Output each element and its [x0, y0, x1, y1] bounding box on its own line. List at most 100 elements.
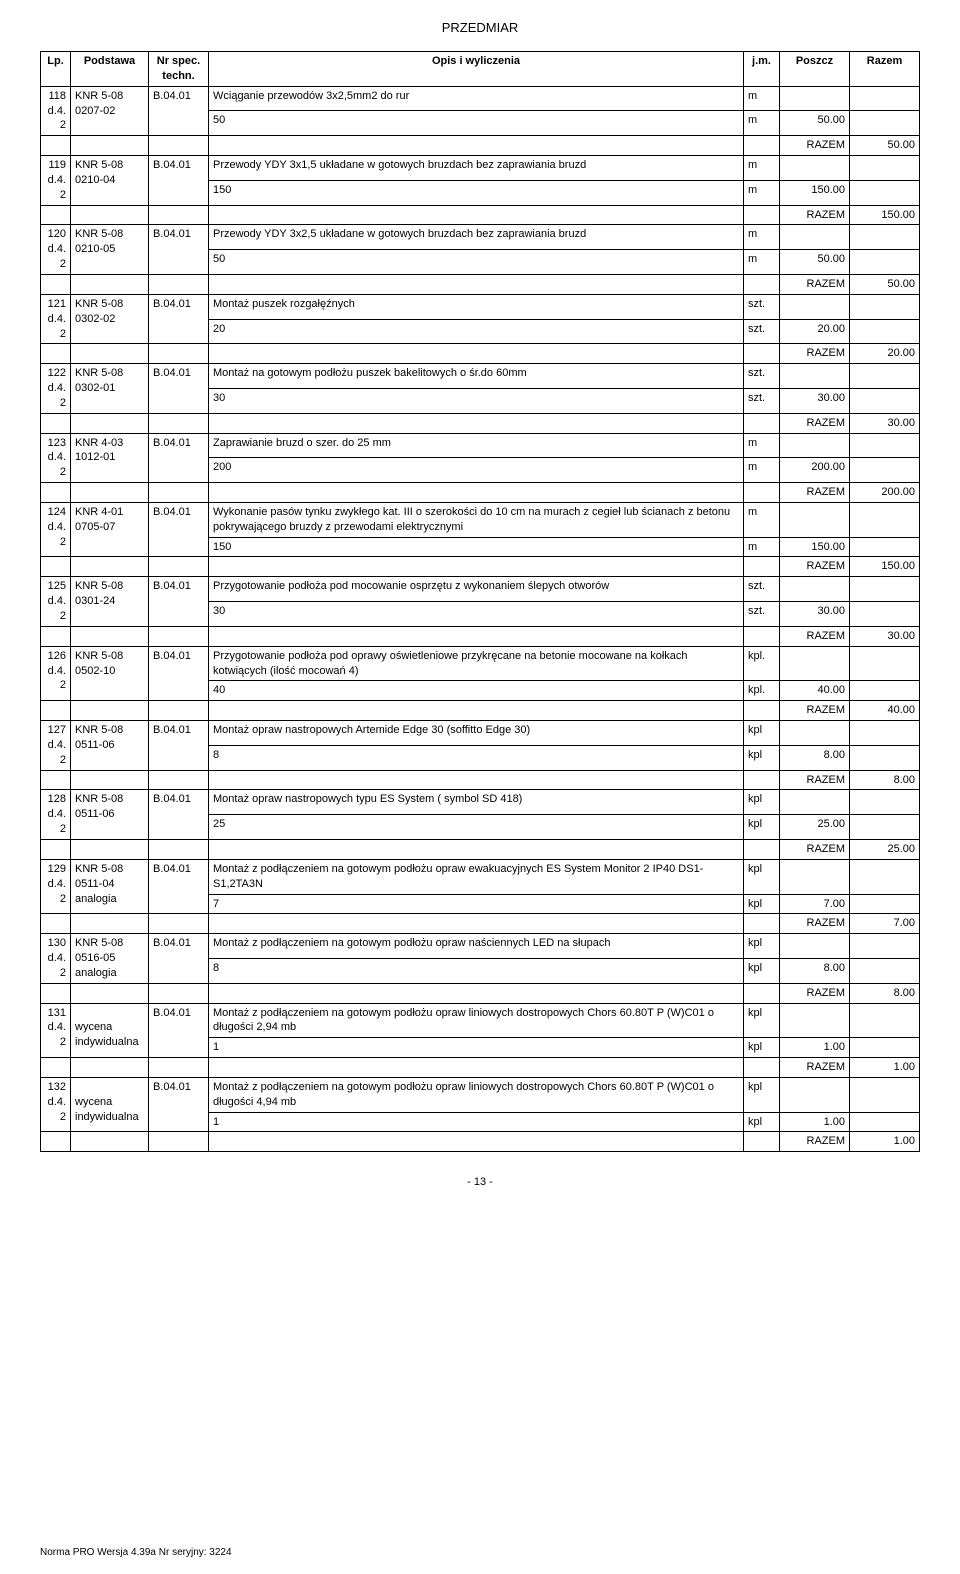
cell-jm: kpl — [744, 934, 780, 959]
cell-sub-poszcz: 25.00 — [780, 815, 850, 840]
cell-empty — [744, 1132, 780, 1152]
cell-poszcz — [780, 1077, 850, 1112]
cell-lp: 120d.4.2 — [41, 225, 71, 275]
cell-sub-jm: m — [744, 250, 780, 275]
cell-sub-razem — [850, 958, 920, 983]
cell-empty — [149, 344, 209, 364]
table-row: 132d.4.2wycena indywidualnaB.04.01Montaż… — [41, 1077, 920, 1112]
col-jm: j.m. — [744, 52, 780, 87]
cell-empty — [41, 1132, 71, 1152]
table-row: 130d.4.2KNR 5-080516-05analogiaB.04.01Mo… — [41, 934, 920, 959]
table-row-razem: RAZEM150.00 — [41, 205, 920, 225]
table-row: 125d.4.2KNR 5-080301-24B.04.01Przygotowa… — [41, 577, 920, 602]
table-row: 123d.4.2KNR 4-031012-01B.04.01Zaprawiani… — [41, 433, 920, 458]
cell-lp: 125d.4.2 — [41, 577, 71, 627]
cell-amount: 200 — [209, 458, 744, 483]
cell-amount: 20 — [209, 319, 744, 344]
cell-sub-jm: m — [744, 537, 780, 557]
table-row-razem: RAZEM7.00 — [41, 914, 920, 934]
table-row: 129d.4.2KNR 5-080511-04analogiaB.04.01Mo… — [41, 859, 920, 894]
cell-sub-razem — [850, 250, 920, 275]
cell-jm: kpl — [744, 721, 780, 746]
cell-empty — [209, 413, 744, 433]
cell-empty — [71, 983, 149, 1003]
cell-amount: 1 — [209, 1038, 744, 1058]
cell-podstawa: KNR 4-031012-01 — [71, 433, 149, 483]
razem-value: 1.00 — [850, 1058, 920, 1078]
cell-opis: Montaż z podłączeniem na gotowym podłożu… — [209, 934, 744, 959]
cell-amount: 30 — [209, 388, 744, 413]
razem-label: RAZEM — [780, 770, 850, 790]
cell-opis: Montaż opraw nastropowych Artemide Edge … — [209, 721, 744, 746]
cell-jm: kpl — [744, 790, 780, 815]
cell-empty — [209, 770, 744, 790]
cell-sub-jm: kpl — [744, 1038, 780, 1058]
cell-razem — [850, 1077, 920, 1112]
cell-lp: 118d.4.2 — [41, 86, 71, 136]
cell-empty — [71, 136, 149, 156]
razem-label: RAZEM — [780, 413, 850, 433]
cell-podstawa: KNR 5-080302-02 — [71, 294, 149, 344]
cell-amount: 7 — [209, 894, 744, 914]
table-row-razem: RAZEM1.00 — [41, 1132, 920, 1152]
cell-razem — [850, 646, 920, 681]
cell-empty — [149, 205, 209, 225]
cell-lp: 131d.4.2 — [41, 1003, 71, 1058]
cell-empty — [209, 344, 744, 364]
cell-amount: 8 — [209, 958, 744, 983]
cell-lp: 128d.4.2 — [41, 790, 71, 840]
cell-sub-razem — [850, 894, 920, 914]
razem-label: RAZEM — [780, 136, 850, 156]
cell-podstawa: KNR 5-080210-04 — [71, 156, 149, 206]
cell-opis: Montaż z podłączeniem na gotowym podłożu… — [209, 1077, 744, 1112]
cell-podstawa: KNR 5-080511-06 — [71, 721, 149, 771]
cell-razem — [850, 577, 920, 602]
cell-empty — [209, 483, 744, 503]
cell-lp: 126d.4.2 — [41, 646, 71, 701]
cell-poszcz — [780, 294, 850, 319]
table-row: 120d.4.2KNR 5-080210-05B.04.01Przewody Y… — [41, 225, 920, 250]
cell-sub-jm: m — [744, 458, 780, 483]
cell-jm: m — [744, 225, 780, 250]
cell-empty — [41, 274, 71, 294]
cell-empty — [149, 274, 209, 294]
table-row-razem: RAZEM25.00 — [41, 839, 920, 859]
cell-opis: Przewody YDY 3x2,5 układane w gotowych b… — [209, 225, 744, 250]
razem-value: 30.00 — [850, 626, 920, 646]
cell-empty — [744, 205, 780, 225]
cell-sub-razem — [850, 458, 920, 483]
cell-sub-poszcz: 1.00 — [780, 1112, 850, 1132]
cell-empty — [149, 770, 209, 790]
cell-nrspec: B.04.01 — [149, 790, 209, 840]
cell-amount: 40 — [209, 681, 744, 701]
cell-poszcz — [780, 859, 850, 894]
cell-poszcz — [780, 721, 850, 746]
table-row: 124d.4.2KNR 4-010705-07B.04.01Wykonanie … — [41, 502, 920, 537]
cell-nrspec: B.04.01 — [149, 86, 209, 136]
cell-empty — [209, 205, 744, 225]
cell-jm: szt. — [744, 577, 780, 602]
cell-jm: m — [744, 86, 780, 111]
cell-poszcz — [780, 364, 850, 389]
cell-podstawa: wycena indywidualna — [71, 1003, 149, 1058]
cell-empty — [744, 413, 780, 433]
razem-value: 20.00 — [850, 344, 920, 364]
cell-sub-poszcz: 30.00 — [780, 388, 850, 413]
cell-empty — [71, 557, 149, 577]
cell-empty — [71, 274, 149, 294]
cell-empty — [41, 770, 71, 790]
cell-empty — [149, 136, 209, 156]
table-row-razem: RAZEM1.00 — [41, 1058, 920, 1078]
cell-jm: kpl. — [744, 646, 780, 681]
razem-label: RAZEM — [780, 344, 850, 364]
cell-sub-poszcz: 7.00 — [780, 894, 850, 914]
cell-empty — [209, 839, 744, 859]
cell-empty — [149, 1132, 209, 1152]
cell-sub-razem — [850, 602, 920, 627]
cell-sub-razem — [850, 1038, 920, 1058]
table-row-razem: RAZEM50.00 — [41, 274, 920, 294]
col-opis: Opis i wyliczenia — [209, 52, 744, 87]
cell-sub-poszcz: 150.00 — [780, 180, 850, 205]
cell-amount: 50 — [209, 250, 744, 275]
cell-sub-poszcz: 30.00 — [780, 602, 850, 627]
